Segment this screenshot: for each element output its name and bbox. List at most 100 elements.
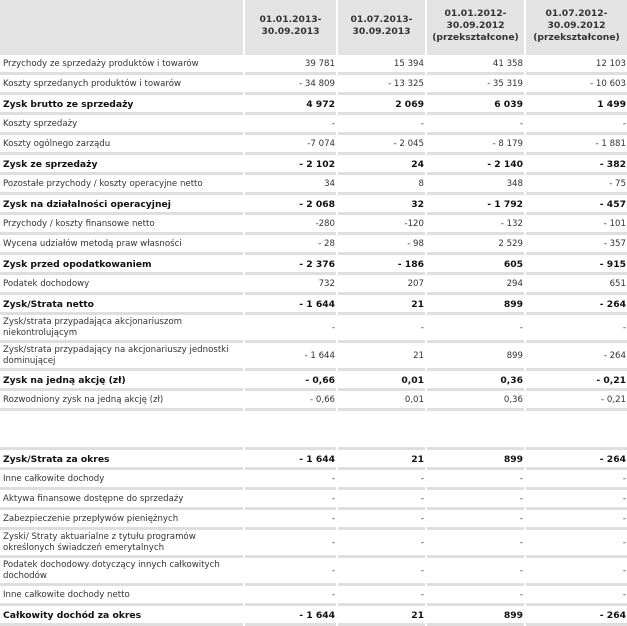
value-cell-period-3: - 1 792 bbox=[427, 195, 524, 215]
table-row: Podatek dochodowy dotyczący innych całko… bbox=[0, 558, 627, 586]
table-row: Zabezpieczenie przepływów pieniężnych - - -… bbox=[0, 510, 627, 530]
value-cell-period-4: - 0,21 bbox=[526, 371, 627, 391]
value-cell-period-2: - 186 bbox=[338, 255, 425, 275]
value-cell-period-3: - bbox=[427, 470, 524, 490]
table-row: Zysk na jedną akcję (zł) - 0,66 0,01 0,36- … bbox=[0, 371, 627, 391]
value-cell-period-1: - bbox=[245, 470, 336, 490]
value-cell-period-2: - bbox=[338, 586, 425, 606]
value-cell-period-3: 41 358 bbox=[427, 55, 524, 75]
value-cell-period-4: - 264 bbox=[526, 450, 627, 470]
spacer-cell bbox=[0, 411, 243, 450]
row-label: Zysk przed opodatkowaniem bbox=[0, 255, 243, 275]
value-cell-period-3: - bbox=[427, 530, 524, 558]
row-label: Inne całkowite dochody bbox=[0, 470, 243, 490]
row-label: Zysk/Strata netto bbox=[0, 295, 243, 315]
row-label: Zyski/ Straty aktuarialne z tytułu progr… bbox=[0, 530, 243, 558]
value-cell-period-1: - bbox=[245, 530, 336, 558]
value-cell-period-4: - bbox=[526, 470, 627, 490]
header-period-1: 01.01.2013- 30.09.2013 bbox=[245, 0, 336, 55]
value-cell-period-2: 21 bbox=[338, 343, 425, 371]
value-cell-period-4: - bbox=[526, 115, 627, 135]
value-cell-period-4: - 264 bbox=[526, 606, 627, 626]
value-cell-period-2: - 98 bbox=[338, 235, 425, 255]
value-cell-period-4: - 1 881 bbox=[526, 135, 627, 155]
value-cell-period-2: - 2 045 bbox=[338, 135, 425, 155]
value-cell-period-4: - 0,21 bbox=[526, 391, 627, 411]
row-label: Zysk brutto ze sprzedaży bbox=[0, 95, 243, 115]
value-cell-period-1: - 1 644 bbox=[245, 343, 336, 371]
spacer-row bbox=[0, 411, 627, 450]
table-row: Zysk/Strata netto - 1 644 21 899- 264 bbox=[0, 295, 627, 315]
value-cell-period-1: -280 bbox=[245, 215, 336, 235]
value-cell-period-3: 2 529 bbox=[427, 235, 524, 255]
table-row: Pozostałe przychody / koszty operacyjne … bbox=[0, 175, 627, 195]
value-cell-period-3: 899 bbox=[427, 606, 524, 626]
row-label: Przychody ze sprzedaży produktów i towar… bbox=[0, 55, 243, 75]
value-cell-period-3: - 8 179 bbox=[427, 135, 524, 155]
value-cell-period-3: - bbox=[427, 490, 524, 510]
value-cell-period-2: 2 069 bbox=[338, 95, 425, 115]
value-cell-period-2: - bbox=[338, 530, 425, 558]
value-cell-period-4: 651 bbox=[526, 275, 627, 295]
value-cell-period-4: - bbox=[526, 315, 627, 343]
value-cell-period-3: - bbox=[427, 315, 524, 343]
value-cell-period-4: - 457 bbox=[526, 195, 627, 215]
row-label: Całkowity dochód za okres bbox=[0, 606, 243, 626]
header-period-4: 01.07.2012- 30.09.2012 (przekształcone) bbox=[526, 0, 627, 55]
value-cell-period-3: 6 039 bbox=[427, 95, 524, 115]
table-row: Zysk na działalności operacyjnej - 2 068 3… bbox=[0, 195, 627, 215]
header-row: 01.01.2013- 30.09.2013 01.07.2013- 30.09… bbox=[0, 0, 627, 55]
value-cell-period-1: - bbox=[245, 586, 336, 606]
value-cell-period-3: - 132 bbox=[427, 215, 524, 235]
value-cell-period-2: - bbox=[338, 558, 425, 586]
value-cell-period-4: - 357 bbox=[526, 235, 627, 255]
value-cell-period-3: - bbox=[427, 510, 524, 530]
value-cell-period-1: - 1 644 bbox=[245, 606, 336, 626]
table-row: Przychody ze sprzedaży produktów i towar… bbox=[0, 55, 627, 75]
table-row: Rozwodniony zysk na jedną akcję (zł) - 0,… bbox=[0, 391, 627, 411]
row-label: Zysk/strata przypadająca akcjonariuszom … bbox=[0, 315, 243, 343]
table-row: Zysk przed opodatkowaniem - 2 376- 186 605… bbox=[0, 255, 627, 275]
value-cell-period-2: - bbox=[338, 315, 425, 343]
value-cell-period-3: 605 bbox=[427, 255, 524, 275]
row-label: Koszty ogólnego zarządu bbox=[0, 135, 243, 155]
value-cell-period-4: - 75 bbox=[526, 175, 627, 195]
row-label: Rozwodniony zysk na jedną akcję (zł) bbox=[0, 391, 243, 411]
table-row: Zyski/ Straty aktuarialne z tytułu progr… bbox=[0, 530, 627, 558]
value-cell-period-2: - bbox=[338, 470, 425, 490]
table-row: Przychody / koszty finansowe netto -280 -1… bbox=[0, 215, 627, 235]
row-label: Zysk na jedną akcję (zł) bbox=[0, 371, 243, 391]
value-cell-period-2: 32 bbox=[338, 195, 425, 215]
value-cell-period-2: 21 bbox=[338, 295, 425, 315]
row-label: Inne całkowite dochody netto bbox=[0, 586, 243, 606]
row-label: Zysk/Strata za okres bbox=[0, 450, 243, 470]
table-row: Zysk brutto ze sprzedaży 4 972 2 069 6 039 1… bbox=[0, 95, 627, 115]
row-label: Wycena udziałów metodą praw własności bbox=[0, 235, 243, 255]
value-cell-period-3: - 2 140 bbox=[427, 155, 524, 175]
table-row: Koszty sprzedaży - - - - bbox=[0, 115, 627, 135]
value-cell-period-3: - bbox=[427, 115, 524, 135]
row-label: Zysk/strata przypadający na akcjonariusz… bbox=[0, 343, 243, 371]
value-cell-period-3: 899 bbox=[427, 343, 524, 371]
value-cell-period-1: 39 781 bbox=[245, 55, 336, 75]
value-cell-period-4: - 382 bbox=[526, 155, 627, 175]
row-label: Zabezpieczenie przepływów pieniężnych bbox=[0, 510, 243, 530]
value-cell-period-4: - 915 bbox=[526, 255, 627, 275]
value-cell-period-4: - 101 bbox=[526, 215, 627, 235]
value-cell-period-3: - bbox=[427, 558, 524, 586]
value-cell-period-4: - bbox=[526, 510, 627, 530]
table-row: Koszty ogólnego zarządu -7 074- 2 045- 8 … bbox=[0, 135, 627, 155]
value-cell-period-4: - bbox=[526, 530, 627, 558]
table-row: Koszty sprzedanych produktów i towarów - … bbox=[0, 75, 627, 95]
value-cell-period-2: 0,01 bbox=[338, 371, 425, 391]
row-label: Podatek dochodowy bbox=[0, 275, 243, 295]
value-cell-period-4: - 264 bbox=[526, 343, 627, 371]
table-row: Inne całkowite dochody - - - - bbox=[0, 470, 627, 490]
value-cell-period-1: - 2 102 bbox=[245, 155, 336, 175]
value-cell-period-1: - 0,66 bbox=[245, 391, 336, 411]
value-cell-period-1: - bbox=[245, 558, 336, 586]
value-cell-period-1: - bbox=[245, 315, 336, 343]
spacer-cell bbox=[427, 411, 524, 450]
value-cell-period-1: - bbox=[245, 490, 336, 510]
